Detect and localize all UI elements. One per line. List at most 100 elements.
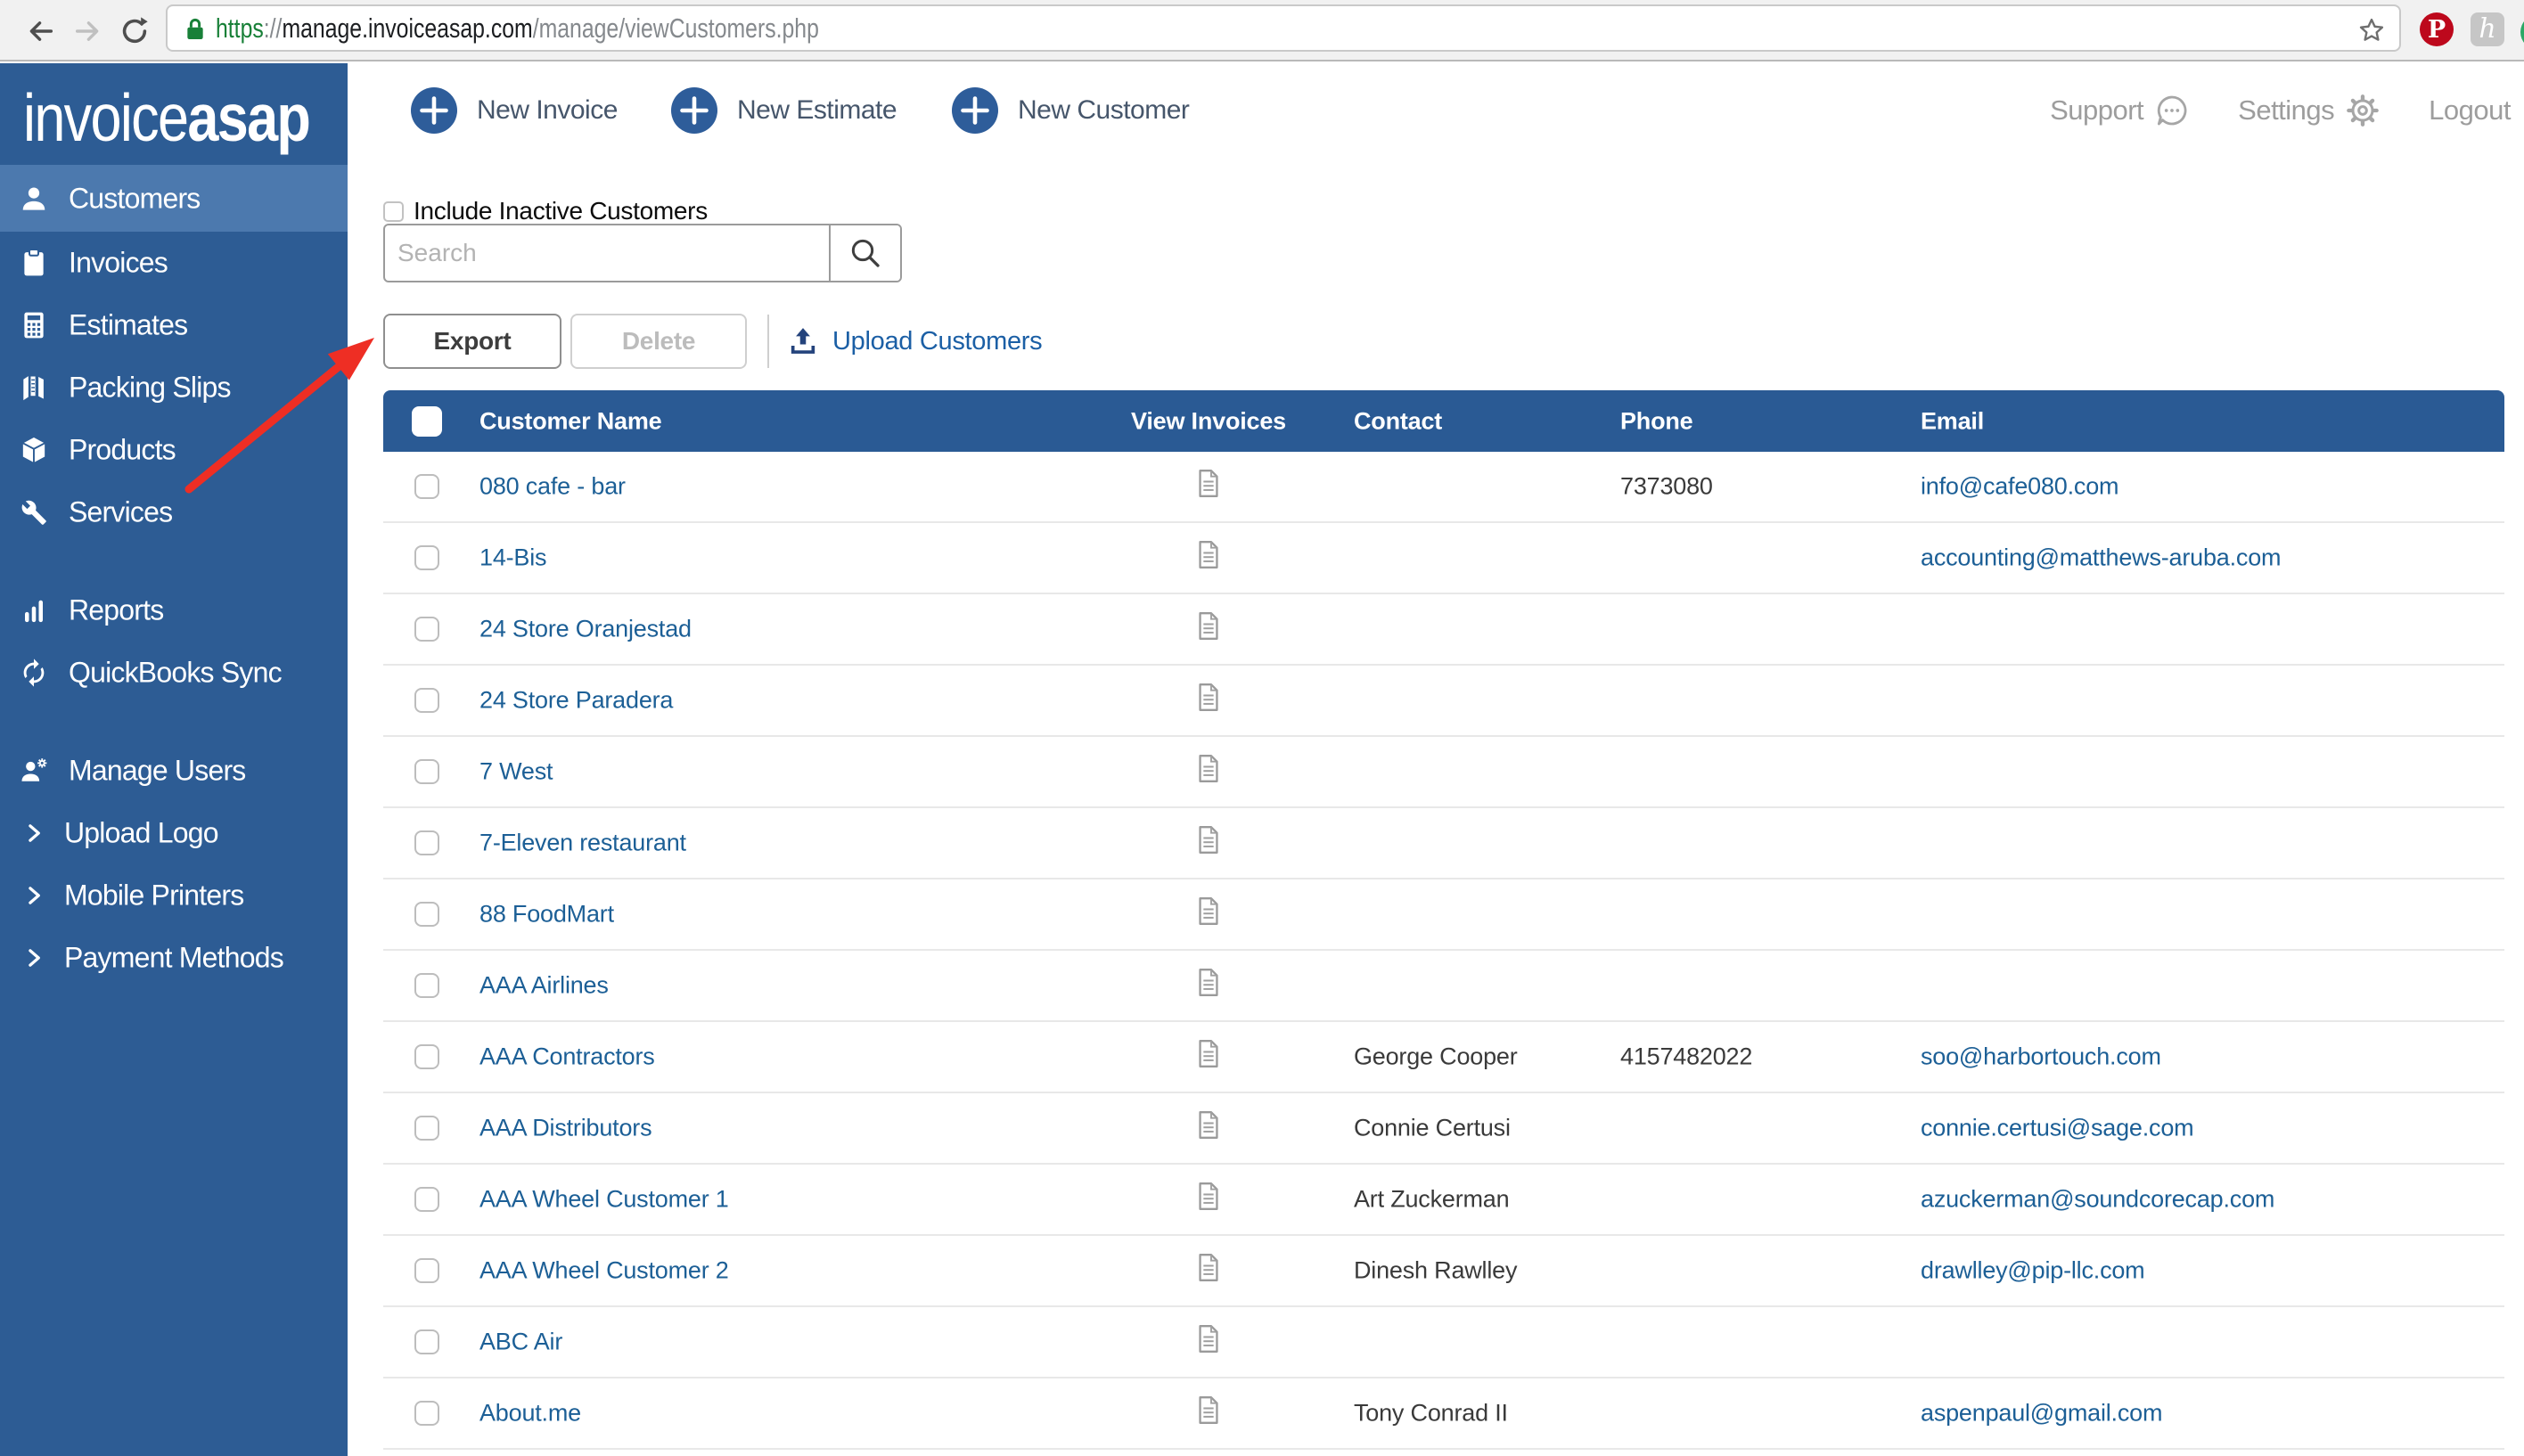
table-row: AAA Wheel Customer 1 Art Zuckerman azuck…: [383, 1165, 2504, 1236]
sidebar-item-quickbooks-sync[interactable]: QuickBooks Sync: [0, 642, 348, 704]
sidebar-item-mobile-printers[interactable]: Mobile Printers: [0, 864, 348, 927]
email-link[interactable]: drawlley@pip-llc.com: [1921, 1256, 2145, 1284]
view-invoices-icon[interactable]: [1197, 1395, 1221, 1431]
export-button[interactable]: Export: [383, 314, 561, 369]
view-invoices-icon[interactable]: [1197, 825, 1221, 861]
row-checkbox[interactable]: [414, 1329, 439, 1354]
sidebar-item-payment-methods[interactable]: Payment Methods: [0, 927, 348, 989]
wrench-icon: [18, 495, 50, 529]
sidebar: invoiceasap Customers Invoices: [0, 63, 348, 1456]
include-inactive-checkbox[interactable]: [383, 200, 404, 222]
grammarly-extension-icon[interactable]: [2520, 14, 2524, 50]
customer-name-link[interactable]: 88 FoodMart: [479, 900, 614, 928]
sidebar-item-services[interactable]: Services: [0, 481, 348, 544]
sidebar-item-products[interactable]: Products: [0, 419, 348, 481]
logout-link[interactable]: Logout: [2429, 94, 2511, 127]
row-checkbox[interactable]: [414, 902, 439, 927]
search-box: [383, 224, 902, 282]
document-icon: [1199, 1254, 1218, 1281]
view-invoices-icon[interactable]: [1197, 1039, 1221, 1075]
row-checkbox[interactable]: [414, 1401, 439, 1426]
row-checkbox[interactable]: [414, 1116, 439, 1141]
sidebar-item-manage-users[interactable]: Manage Users: [0, 740, 348, 802]
customer-name-link[interactable]: About.me: [479, 1399, 581, 1427]
delete-button[interactable]: Delete: [570, 314, 747, 369]
bookmark-star-icon[interactable]: [2356, 15, 2387, 45]
document-icon: [1199, 1396, 1218, 1424]
new-customer-button[interactable]: New Customer: [952, 87, 1190, 134]
search-input[interactable]: [385, 225, 829, 281]
row-checkbox[interactable]: [414, 1044, 439, 1069]
toolbar-divider: [767, 315, 769, 368]
view-invoices-icon[interactable]: [1197, 1324, 1221, 1360]
sidebar-item-invoices[interactable]: Invoices: [0, 232, 348, 294]
view-invoices-icon[interactable]: [1197, 683, 1221, 718]
email-link[interactable]: accounting@matthews-aruba.com: [1921, 544, 2282, 571]
customer-name-link[interactable]: AAA Airlines: [479, 971, 609, 999]
reload-icon[interactable]: [119, 15, 151, 47]
email-link[interactable]: aspenpaul@gmail.com: [1921, 1399, 2163, 1427]
customer-name-link[interactable]: 24 Store Oranjestad: [479, 615, 692, 642]
view-invoices-icon[interactable]: [1197, 896, 1221, 932]
email-link[interactable]: soo@harbortouch.com: [1921, 1043, 2161, 1070]
new-invoice-button[interactable]: New Invoice: [411, 87, 618, 134]
sidebar-item-estimates[interactable]: Estimates: [0, 294, 348, 356]
main-content: New Invoice New Estimate New Customer Su…: [348, 63, 2524, 1456]
customer-name-link[interactable]: AAA Distributors: [479, 1114, 652, 1141]
new-estimate-button[interactable]: New Estimate: [671, 87, 897, 134]
logo-invoice: invoice: [23, 80, 189, 155]
sidebar-item-customers[interactable]: Customers: [0, 165, 348, 232]
sidebar-item-upload-logo[interactable]: Upload Logo: [0, 802, 348, 864]
view-invoices-icon[interactable]: [1197, 754, 1221, 789]
sidebar-item-reports[interactable]: Reports: [0, 579, 348, 642]
customer-name-link[interactable]: AAA Wheel Customer 2: [479, 1256, 729, 1284]
settings-link[interactable]: Settings: [2238, 93, 2381, 128]
row-checkbox[interactable]: [414, 1187, 439, 1212]
sidebar-item-packing-slips[interactable]: Packing Slips: [0, 356, 348, 419]
address-bar[interactable]: https://manage.invoiceasap.com/manage/vi…: [166, 4, 2401, 52]
honey-extension-icon[interactable]: h: [2470, 12, 2505, 47]
view-invoices-icon[interactable]: [1197, 540, 1221, 576]
new-customer-label: New Customer: [1018, 95, 1190, 125]
customer-name-link[interactable]: 080 cafe - bar: [479, 472, 626, 500]
email-link[interactable]: connie.certusi@sage.com: [1921, 1114, 2194, 1141]
row-checkbox[interactable]: [414, 830, 439, 855]
customer-name-link[interactable]: 7-Eleven restaurant: [479, 829, 686, 856]
customer-name-link[interactable]: 7 West: [479, 757, 553, 785]
email-link[interactable]: info@cafe080.com: [1921, 472, 2119, 500]
row-checkbox[interactable]: [414, 617, 439, 642]
row-checkbox[interactable]: [414, 545, 439, 570]
view-invoices-icon[interactable]: [1197, 611, 1221, 647]
customer-name-link[interactable]: AAA Contractors: [479, 1043, 655, 1070]
customer-name-link[interactable]: ABC Air: [479, 1328, 563, 1355]
back-icon[interactable]: [25, 16, 57, 46]
search-button[interactable]: [829, 225, 900, 281]
include-inactive-label: Include Inactive Customers: [414, 197, 708, 225]
sidebar-item-label: Reports: [69, 593, 164, 626]
sidebar-item-label: Upload Logo: [64, 816, 218, 849]
row-checkbox[interactable]: [414, 474, 439, 499]
view-invoices-icon[interactable]: [1197, 1253, 1221, 1288]
row-checkbox[interactable]: [414, 759, 439, 784]
include-inactive-filter: Include Inactive Customers: [383, 197, 708, 225]
view-invoices-icon[interactable]: [1197, 1110, 1221, 1146]
row-checkbox[interactable]: [414, 973, 439, 998]
customer-name-link[interactable]: 14-Bis: [479, 544, 547, 571]
upload-customers-link[interactable]: Upload Customers: [788, 314, 1043, 369]
support-link[interactable]: Support: [2050, 93, 2190, 128]
customer-name-link[interactable]: 24 Store Paradera: [479, 686, 674, 714]
forward-icon[interactable]: [71, 16, 103, 46]
url-separator: ://: [263, 12, 283, 44]
table-header: Customer Name View Invoices Contact Phon…: [383, 390, 2504, 452]
view-invoices-icon[interactable]: [1197, 469, 1221, 504]
row-checkbox[interactable]: [414, 688, 439, 713]
row-checkbox[interactable]: [414, 1258, 439, 1283]
pinterest-extension-icon[interactable]: P: [2419, 12, 2454, 47]
view-invoices-icon[interactable]: [1197, 1182, 1221, 1217]
email-link[interactable]: azuckerman@soundcorecap.com: [1921, 1185, 2275, 1213]
new-estimate-label: New Estimate: [737, 95, 897, 125]
view-invoices-icon[interactable]: [1197, 968, 1221, 1003]
select-all-checkbox[interactable]: [412, 405, 442, 437]
customer-name-link[interactable]: AAA Wheel Customer 1: [479, 1185, 729, 1213]
